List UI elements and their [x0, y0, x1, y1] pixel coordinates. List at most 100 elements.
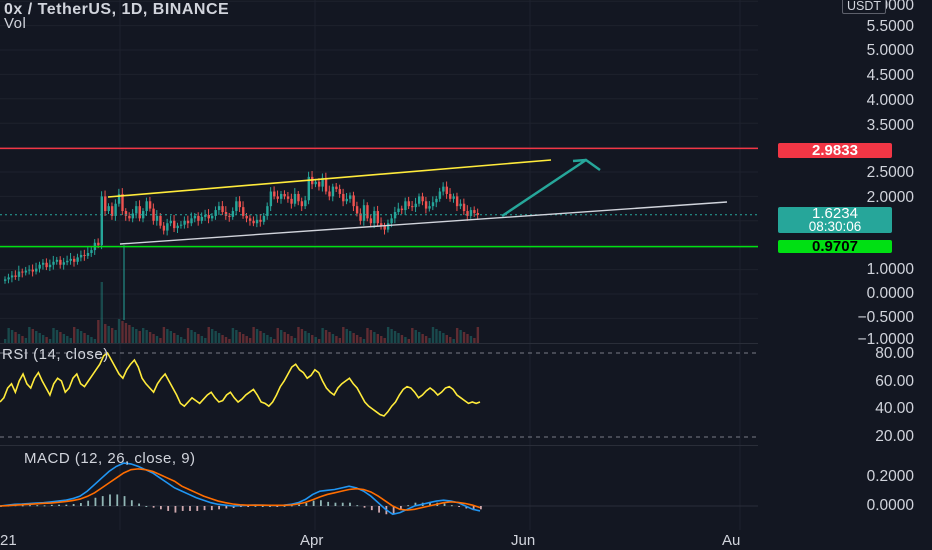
- candle-body: [283, 193, 286, 197]
- macd-histogram-bar: [363, 506, 366, 508]
- volume-bar: [328, 332, 331, 343]
- pane-separator-macd[interactable]: [0, 445, 758, 446]
- volume-bar: [411, 328, 414, 343]
- candle-body: [193, 215, 197, 219]
- candle-body: [290, 198, 293, 204]
- volume-bar: [338, 338, 342, 343]
- volume-bar: [262, 333, 266, 343]
- volume-bar: [459, 330, 462, 343]
- volume-bar: [293, 338, 297, 343]
- price-tick: 0.0000: [866, 285, 914, 302]
- macd-histogram-bar: [283, 505, 286, 507]
- candle-body: [266, 206, 269, 216]
- candle-body: [369, 218, 373, 224]
- candle-body: [276, 196, 279, 199]
- candle-body: [304, 200, 307, 207]
- volume-bar: [300, 329, 304, 343]
- candle-body: [62, 262, 66, 265]
- macd-legend[interactable]: MACD (12, 26, close, 9): [24, 450, 196, 467]
- volume-bar: [266, 335, 269, 343]
- volume-bar: [407, 339, 411, 343]
- volume-bar: [90, 337, 93, 343]
- candle-body: [17, 271, 21, 277]
- volume-bar: [311, 335, 314, 343]
- volume-bar: [435, 329, 438, 343]
- candle-body: [300, 201, 304, 207]
- candle-body: [211, 215, 214, 219]
- rsi-pane: [0, 351, 758, 438]
- candle-body: [421, 196, 424, 202]
- candle-body: [131, 213, 135, 219]
- candle-body: [411, 206, 414, 208]
- candle-body: [418, 196, 421, 204]
- volume-bar: [324, 330, 328, 343]
- candle-body: [4, 279, 7, 281]
- candle-body: [159, 215, 162, 226]
- candle-body: [148, 201, 152, 209]
- volume-bar: [104, 324, 107, 343]
- volume-bar: [452, 339, 455, 343]
- macd-histogram-bar: [189, 506, 191, 511]
- volume-bar: [390, 329, 393, 343]
- volume-bar: [114, 330, 117, 343]
- volume-bar: [355, 335, 359, 343]
- volume-bar: [317, 339, 321, 343]
- volume-bar: [200, 336, 204, 343]
- time-tick: 21: [0, 532, 17, 549]
- candle-body: [380, 223, 383, 226]
- volume-bar: [217, 333, 221, 343]
- candle-body: [55, 259, 59, 262]
- volume-bar: [366, 328, 369, 343]
- macd-histogram-bar: [21, 505, 24, 507]
- volume-bar: [17, 334, 21, 343]
- volume-bar: [349, 331, 352, 343]
- macd-histogram-bar: [414, 502, 417, 506]
- symbol-legend[interactable]: 0x / TetherUS, 1D, BINANCE: [4, 1, 230, 18]
- candle-body: [428, 206, 431, 209]
- volume-bar: [135, 329, 138, 343]
- axis-background: [758, 0, 932, 550]
- candle-body: [86, 253, 90, 256]
- candle-body: [397, 208, 400, 213]
- macd-histogram-bar: [429, 502, 431, 506]
- candle-body: [307, 176, 310, 201]
- candle-body: [324, 177, 328, 192]
- macd-histogram-bar: [450, 505, 453, 507]
- pane-separator-rsi[interactable]: [0, 343, 758, 344]
- macd-histogram-bar: [80, 503, 82, 506]
- currency-badge[interactable]: USDT: [841, 0, 886, 14]
- volume-bar: [259, 331, 262, 343]
- candle-body: [452, 196, 455, 199]
- candle-body: [476, 212, 480, 215]
- candle-body: [338, 189, 342, 194]
- volume-bar: [204, 338, 207, 343]
- macd-histogram-bar: [269, 506, 271, 507]
- candle-body: [152, 208, 155, 221]
- candle-body: [459, 203, 462, 207]
- volume-bar: [121, 321, 124, 343]
- macd-histogram-bar: [472, 506, 475, 511]
- macd-tick: 0.2000: [866, 468, 914, 485]
- macd-tick: 0.0000: [866, 497, 914, 514]
- macd-histogram-bar: [298, 504, 300, 506]
- candle-body: [48, 264, 52, 268]
- rsi-tick: 20.00: [875, 428, 914, 445]
- macd-histogram-bar: [152, 506, 155, 508]
- candle-body: [186, 220, 190, 224]
- volume-bar: [352, 333, 355, 343]
- volume-bar: [321, 328, 324, 343]
- macd-histogram-bar: [290, 505, 293, 507]
- price-tick: 3.5000: [866, 117, 914, 134]
- volume-bar: [386, 327, 390, 343]
- volume-bar: [273, 339, 276, 343]
- volume-bar: [110, 328, 114, 343]
- volume-bar: [224, 337, 228, 343]
- volume-bar: [383, 338, 386, 343]
- rsi-legend[interactable]: RSI (14, close): [2, 346, 109, 363]
- candle-body: [235, 201, 238, 212]
- volume-bar: [86, 335, 90, 343]
- candle-body: [259, 219, 262, 222]
- volume-legend[interactable]: Vol: [4, 15, 27, 32]
- volume-bar: [252, 327, 255, 343]
